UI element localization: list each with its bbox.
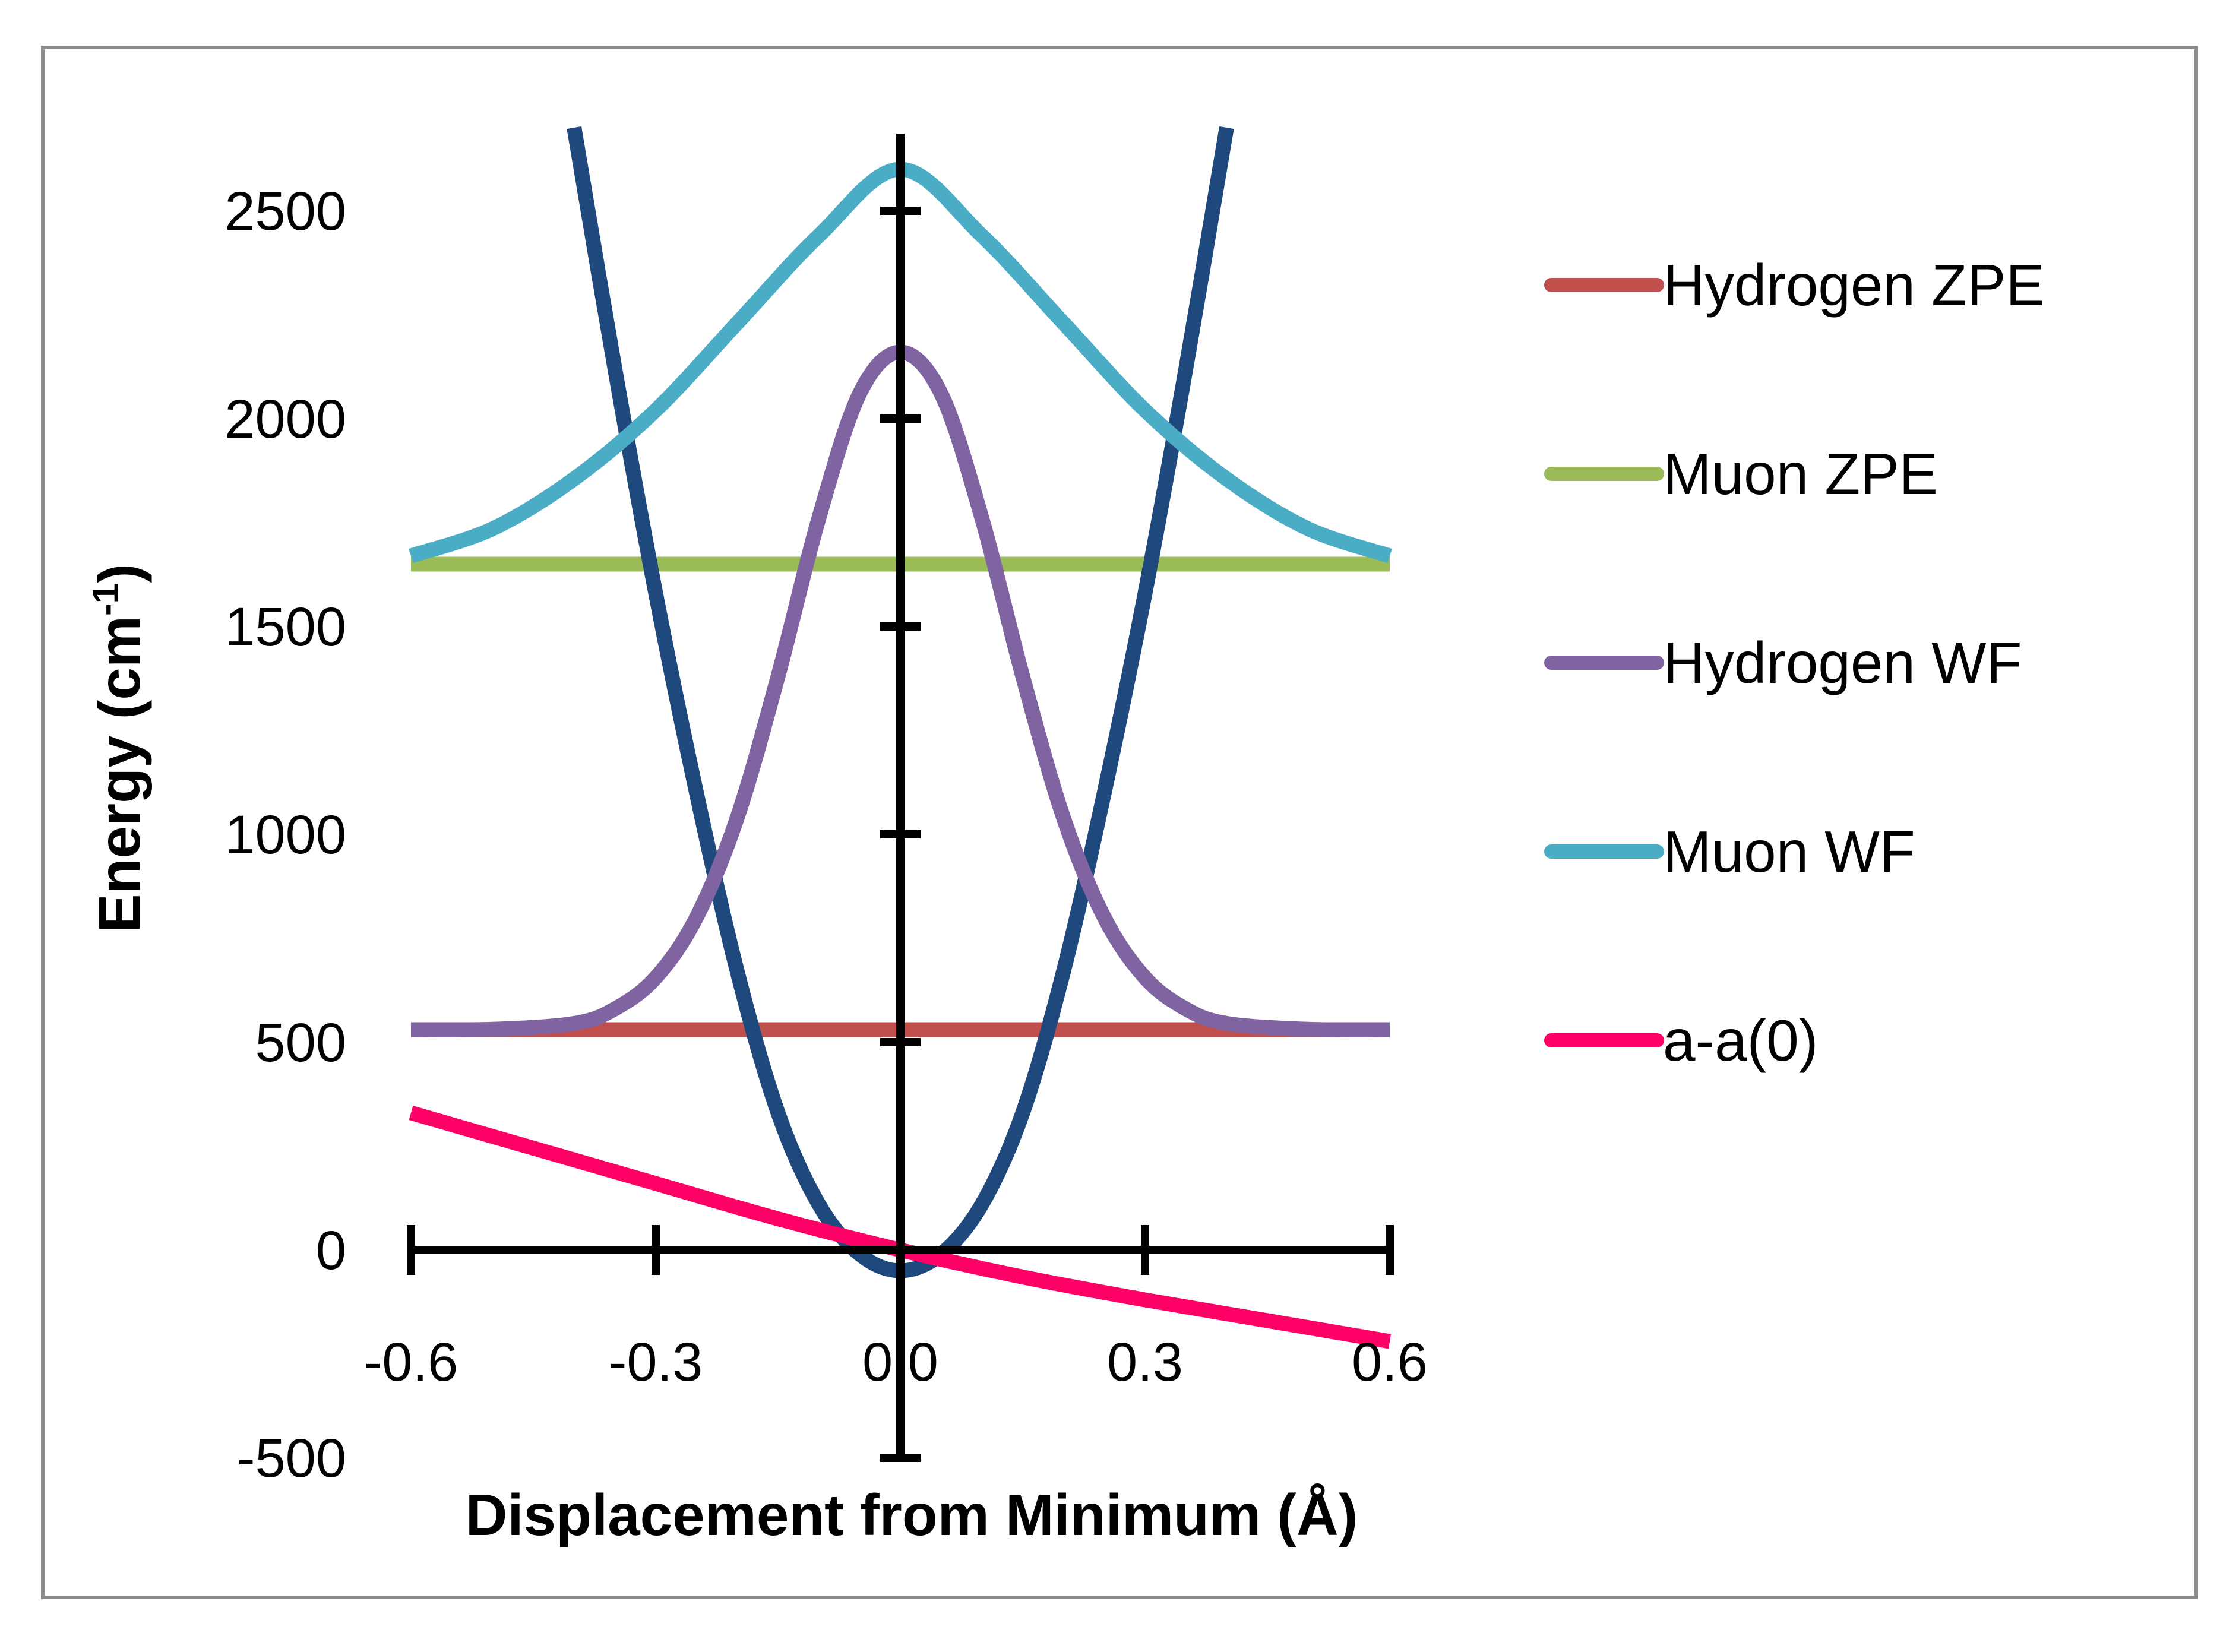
y-tick-label: 0 (316, 1220, 346, 1281)
y-tick-label: 500 (255, 1012, 347, 1073)
legend-item-hydrogen-zpe: Hydrogen ZPE (1544, 252, 2045, 318)
legend-item-a-a-0: a-a(0) (1544, 1008, 1818, 1073)
y-axis-title-superscript: -1 (86, 583, 127, 616)
y-tick-label: 1000 (224, 805, 346, 865)
legend: Hydrogen ZPE Muon ZPE Hydrogen WF Muon WF a-… (1544, 252, 2045, 1073)
y-tick-label: 1500 (224, 597, 346, 657)
x-axis-title: Displacement from Minimum (Å) (466, 1482, 1358, 1547)
y-axis-title: Energy (cm-1) (86, 564, 152, 933)
y-tick-label: 2500 (224, 181, 346, 242)
legend-item-hydrogen-wf: Hydrogen WF (1544, 630, 2022, 695)
y-axis-title-close: ) (87, 564, 152, 583)
legend-label: Muon ZPE (1663, 441, 1938, 507)
legend-item-muon-wf: Muon WF (1544, 819, 1915, 884)
legend-label: Hydrogen ZPE (1663, 252, 2045, 318)
legend-item-muon-zpe: Muon ZPE (1544, 441, 1938, 507)
x-tick-label: 0.3 (1107, 1332, 1183, 1393)
chart-border (41, 46, 2198, 1599)
x-tick-label: -0.6 (364, 1332, 458, 1393)
y-axis-title-main: Energy (cm (87, 616, 152, 933)
legend-label: a-a(0) (1663, 1008, 1818, 1073)
axes-layer (407, 134, 1394, 1462)
legend-label: Hydrogen WF (1663, 630, 2022, 695)
labels-layer: -0.6 -0.3 0.0 0.3 0.6 -500 0 500 1000 1500 2000 250… (224, 181, 1428, 1489)
y-tick-label: 2000 (224, 389, 346, 450)
legend-label: Muon WF (1663, 819, 1915, 884)
x-tick-label: 0.0 (862, 1332, 938, 1393)
y-tick-label: -500 (237, 1428, 346, 1489)
x-tick-label: 0.6 (1352, 1332, 1428, 1393)
x-tick-label: -0.3 (609, 1332, 703, 1393)
